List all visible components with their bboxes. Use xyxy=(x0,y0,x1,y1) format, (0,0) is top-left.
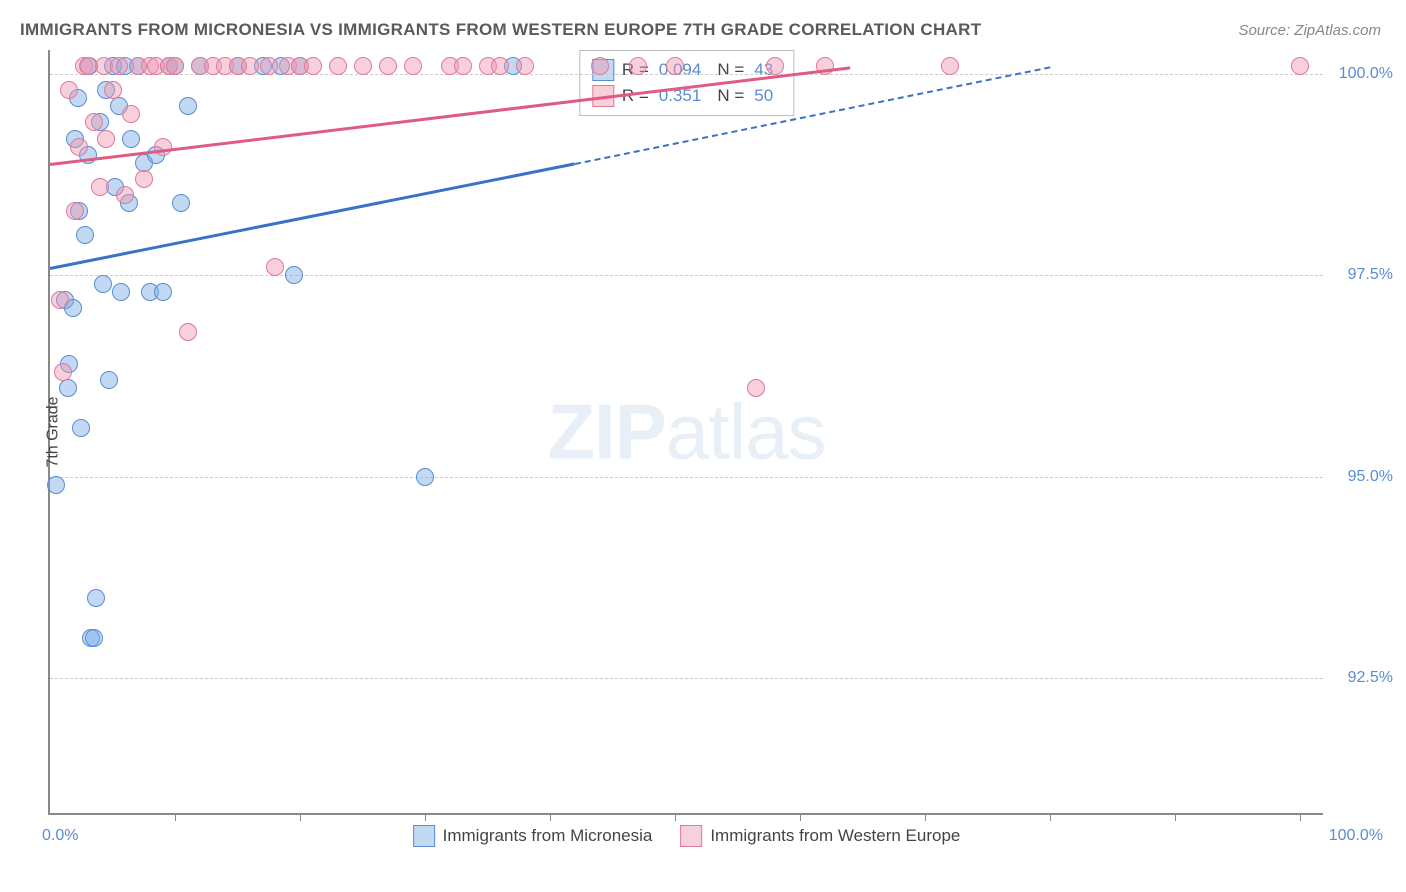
scatter-point xyxy=(66,202,84,220)
scatter-point xyxy=(85,629,103,647)
scatter-point xyxy=(122,130,140,148)
xtick xyxy=(300,813,301,821)
scatter-point xyxy=(110,57,128,75)
scatter-point xyxy=(941,57,959,75)
scatter-point xyxy=(404,57,422,75)
scatter-point xyxy=(54,363,72,381)
gridline xyxy=(50,477,1323,478)
series-swatch xyxy=(413,825,435,847)
scatter-point xyxy=(87,589,105,607)
scatter-point xyxy=(354,57,372,75)
scatter-point xyxy=(329,57,347,75)
scatter-point xyxy=(629,57,647,75)
xtick xyxy=(800,813,801,821)
series-swatch xyxy=(680,825,702,847)
scatter-point xyxy=(266,258,284,276)
scatter-point xyxy=(516,57,534,75)
scatter-point xyxy=(76,226,94,244)
xtick xyxy=(175,813,176,821)
series-name: Immigrants from Western Europe xyxy=(710,826,960,846)
plot-area: 7th Grade ZIPatlas 0.0% 100.0% R =0.094N… xyxy=(48,50,1323,815)
xaxis-min-label: 0.0% xyxy=(42,827,78,845)
watermark-rest: atlas xyxy=(666,387,826,475)
scatter-point xyxy=(70,138,88,156)
scatter-point xyxy=(304,57,322,75)
series-name: Immigrants from Micronesia xyxy=(443,826,653,846)
scatter-point xyxy=(666,57,684,75)
correlation-legend: R =0.094N =43R =0.351N =50 xyxy=(579,50,794,116)
scatter-point xyxy=(91,178,109,196)
xtick xyxy=(675,813,676,821)
source-attribution: Source: ZipAtlas.com xyxy=(1238,22,1381,39)
ytick-label: 100.0% xyxy=(1333,65,1393,83)
ytick-label: 92.5% xyxy=(1333,669,1393,687)
scatter-point xyxy=(51,291,69,309)
scatter-point xyxy=(112,283,130,301)
scatter-point xyxy=(454,57,472,75)
scatter-point xyxy=(85,113,103,131)
scatter-point xyxy=(122,105,140,123)
scatter-point xyxy=(416,468,434,486)
scatter-point xyxy=(379,57,397,75)
watermark-bold: ZIP xyxy=(547,387,665,475)
scatter-point xyxy=(116,186,134,204)
xtick xyxy=(425,813,426,821)
scatter-point xyxy=(100,371,118,389)
xtick xyxy=(925,813,926,821)
ytick-label: 97.5% xyxy=(1333,266,1393,284)
scatter-point xyxy=(154,283,172,301)
scatter-point xyxy=(59,379,77,397)
scatter-point xyxy=(747,379,765,397)
series-legend-item: Immigrants from Western Europe xyxy=(680,825,960,847)
watermark: ZIPatlas xyxy=(547,386,825,477)
scatter-point xyxy=(172,194,190,212)
yaxis-title: 7th Grade xyxy=(45,396,63,467)
trend-line xyxy=(50,163,576,271)
scatter-point xyxy=(97,130,115,148)
scatter-point xyxy=(60,81,78,99)
legend-n-value: 50 xyxy=(754,86,773,106)
scatter-point xyxy=(72,419,90,437)
scatter-point xyxy=(491,57,509,75)
scatter-point xyxy=(591,57,609,75)
chart-title: IMMIGRANTS FROM MICRONESIA VS IMMIGRANTS… xyxy=(20,20,981,40)
series-legend-item: Immigrants from Micronesia xyxy=(413,825,653,847)
scatter-point xyxy=(260,57,278,75)
legend-n-prefix: N = xyxy=(717,86,744,106)
xtick xyxy=(550,813,551,821)
scatter-point xyxy=(285,266,303,284)
chart-container: IMMIGRANTS FROM MICRONESIA VS IMMIGRANTS… xyxy=(0,0,1406,892)
scatter-point xyxy=(1291,57,1309,75)
gridline xyxy=(50,275,1323,276)
series-legend: Immigrants from Micronesia Immigrants fro… xyxy=(413,825,961,847)
gridline xyxy=(50,678,1323,679)
scatter-point xyxy=(104,81,122,99)
xaxis-max-label: 100.0% xyxy=(1329,827,1383,845)
scatter-point xyxy=(241,57,259,75)
xtick xyxy=(1300,813,1301,821)
xtick xyxy=(1175,813,1176,821)
legend-n-prefix: N = xyxy=(717,60,744,80)
scatter-point xyxy=(47,476,65,494)
scatter-point xyxy=(166,57,184,75)
scatter-point xyxy=(135,170,153,188)
ytick-label: 95.0% xyxy=(1333,468,1393,486)
scatter-point xyxy=(94,275,112,293)
scatter-point xyxy=(179,97,197,115)
scatter-point xyxy=(766,57,784,75)
scatter-point xyxy=(179,323,197,341)
xtick xyxy=(1050,813,1051,821)
